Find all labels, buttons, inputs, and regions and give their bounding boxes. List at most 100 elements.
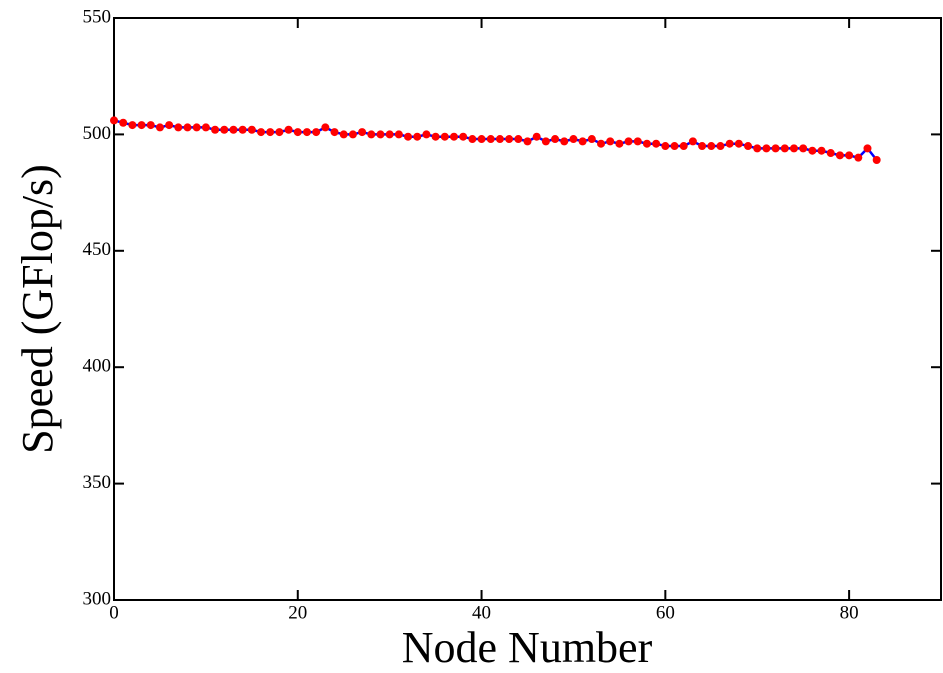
marker (661, 142, 670, 151)
marker (560, 137, 569, 146)
marker (606, 137, 615, 146)
marker (229, 125, 238, 134)
marker (486, 135, 495, 144)
marker (799, 144, 808, 153)
y-tick-label: 400 (83, 356, 112, 377)
marker (532, 132, 541, 141)
marker (201, 123, 210, 132)
marker (652, 139, 661, 148)
marker (477, 135, 486, 144)
marker (817, 146, 826, 155)
marker (872, 156, 881, 165)
marker (302, 128, 311, 137)
marker (155, 123, 164, 132)
marker (257, 128, 266, 137)
marker (716, 142, 725, 151)
marker (744, 142, 753, 151)
marker (514, 135, 523, 144)
marker (449, 132, 458, 141)
y-tick-label: 450 (83, 239, 112, 260)
marker (854, 153, 863, 162)
marker (835, 151, 844, 160)
marker (459, 132, 468, 141)
marker (348, 130, 357, 139)
y-tick-label: 300 (83, 588, 112, 609)
marker (633, 137, 642, 146)
marker (698, 142, 707, 151)
marker (642, 139, 651, 148)
y-tick-label: 350 (83, 472, 112, 493)
marker (808, 146, 817, 155)
x-tick-label: 60 (656, 602, 675, 623)
marker (468, 135, 477, 144)
marker (845, 151, 854, 160)
marker (789, 144, 798, 153)
marker (192, 123, 201, 132)
marker (385, 130, 394, 139)
y-tick-label: 550 (83, 6, 112, 27)
plot-frame (113, 17, 942, 601)
marker (367, 130, 376, 139)
marker (165, 121, 174, 130)
marker (284, 125, 293, 134)
y-tick-label: 500 (83, 123, 112, 144)
marker (541, 137, 550, 146)
marker (587, 135, 596, 144)
marker (247, 125, 256, 134)
marker (505, 135, 514, 144)
marker (321, 123, 330, 132)
marker (266, 128, 275, 137)
marker (275, 128, 284, 137)
marker (780, 144, 789, 153)
marker (146, 121, 155, 130)
marker (725, 139, 734, 148)
marker (624, 137, 633, 146)
marker (597, 139, 606, 148)
marker (339, 130, 348, 139)
x-tick-label: 80 (840, 602, 859, 623)
marker (394, 130, 403, 139)
x-tick-label: 20 (288, 602, 307, 623)
marker (670, 142, 679, 151)
marker (413, 132, 422, 141)
line (113, 119, 878, 161)
marker (431, 132, 440, 141)
marker (211, 125, 220, 134)
marker (863, 144, 872, 153)
marker (569, 135, 578, 144)
x-tick-label: 0 (109, 602, 119, 623)
marker (220, 125, 229, 134)
marker (183, 123, 192, 132)
marker (734, 139, 743, 148)
marker (551, 135, 560, 144)
marker (762, 144, 771, 153)
marker (523, 137, 532, 146)
marker (422, 130, 431, 139)
y-axis-label: Speed (GFlop/s) (13, 164, 62, 454)
marker (707, 142, 716, 151)
marker (826, 149, 835, 158)
marker (753, 144, 762, 153)
marker (137, 121, 146, 130)
marker (495, 135, 504, 144)
x-axis-label: Node Number (402, 623, 653, 672)
marker (615, 139, 624, 148)
marker (330, 128, 339, 137)
marker (174, 123, 183, 132)
marker (688, 137, 697, 146)
marker (312, 128, 321, 137)
marker (293, 128, 302, 137)
marker (679, 142, 688, 151)
marker (376, 130, 385, 139)
x-tick-label: 40 (472, 602, 491, 623)
marker (771, 144, 780, 153)
marker (358, 128, 367, 137)
marker (440, 132, 449, 141)
marker (110, 116, 118, 125)
marker (128, 121, 137, 130)
marker (404, 132, 413, 141)
marker (578, 137, 587, 146)
marker (238, 125, 247, 134)
marker (119, 118, 128, 127)
